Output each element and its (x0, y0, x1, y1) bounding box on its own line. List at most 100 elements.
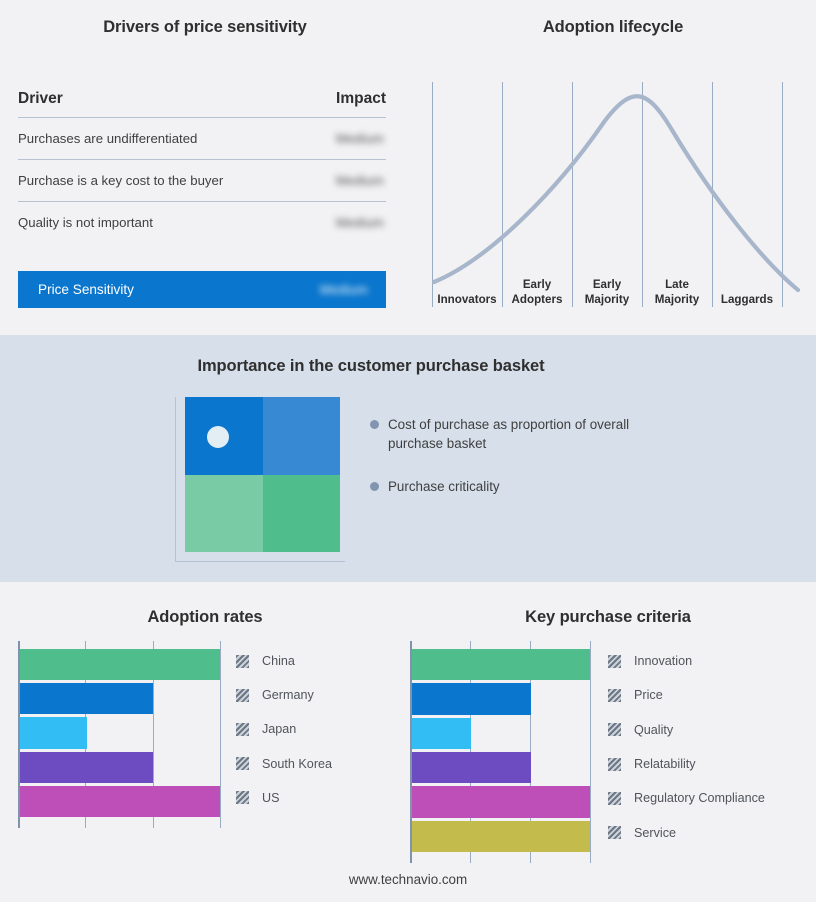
key-purchase-criteria-chart (410, 641, 592, 863)
bar-china (20, 649, 220, 681)
footer-url: www.technavio.com (348, 872, 468, 887)
legend-label: Innovation (634, 654, 693, 669)
impact-value-redacted: Medium (335, 215, 384, 230)
legend-item[interactable]: Quality (608, 713, 813, 747)
stage-line2: Innovators (437, 292, 497, 306)
drivers-table-header: Driver Impact (18, 90, 386, 118)
column-header-impact: Impact (336, 90, 386, 107)
price-sensitivity-impact-redacted: Medium (319, 282, 368, 297)
legend-label: South Korea (262, 756, 333, 771)
legend-item[interactable]: China (236, 644, 406, 678)
lifecycle-divider (432, 82, 433, 307)
key-purchase-criteria-title: Key purchase criteria (525, 608, 691, 626)
legend-swatch-hatched-icon (608, 654, 621, 668)
driver-label: Quality is not important (18, 215, 153, 230)
background-band-bottom (0, 582, 816, 902)
lifecycle-divider (642, 82, 643, 307)
legend-label: Germany (262, 688, 314, 703)
adoption-lifecycle-chart: Innovators Early Adopters Early Majority… (432, 82, 803, 307)
matrix-cell-bottom-left (185, 474, 263, 552)
legend-swatch-hatched-icon (236, 757, 249, 771)
chart-y-axis (18, 641, 20, 828)
legend-swatch-hatched-icon (608, 723, 621, 737)
bar-south-korea (20, 751, 154, 783)
position-marker-icon (207, 426, 229, 448)
legend-label: Purchase criticality (388, 479, 500, 494)
bar-price (412, 683, 531, 715)
impact-value-redacted: Medium (335, 131, 384, 146)
list-item: Purchase criticality (370, 477, 700, 496)
purchase-basket-title: Importance in the customer purchase bask… (197, 357, 545, 375)
stage-line2: Adopters (511, 292, 563, 306)
legend-item[interactable]: Service (608, 816, 813, 850)
price-sensitivity-summary-row: Price Sensitivity Medium (18, 271, 386, 308)
legend-swatch-hatched-icon (608, 826, 621, 840)
lifecycle-stage-labels: Innovators Early Adopters Early Majority… (432, 82, 803, 307)
legend-label: Service (634, 825, 676, 840)
stage-line2: Laggards (720, 292, 774, 306)
bell-curve-icon (432, 94, 801, 293)
legend-item[interactable]: Price (608, 678, 813, 712)
bar-relatability (412, 752, 531, 784)
adoption-rates-title: Adoption rates (147, 608, 263, 626)
column-header-driver: Driver (18, 90, 63, 107)
background-band-middle (0, 335, 816, 582)
bar-japan (20, 717, 87, 749)
legend-label: Regulatory Compliance (634, 791, 765, 806)
lifecycle-divider (502, 82, 503, 307)
chart-gridline (152, 641, 154, 828)
drivers-panel-title: Drivers of price sensitivity (103, 18, 307, 36)
driver-label: Purchases are undifferentiated (18, 131, 198, 146)
legend-item[interactable]: Germany (236, 678, 406, 712)
legend-item[interactable]: Japan (236, 712, 406, 746)
chart-gridline (220, 641, 221, 828)
stage-line1: Early (522, 278, 552, 291)
matrix-cell-top-left (185, 397, 263, 475)
legend-label: China (262, 654, 295, 669)
chart-y-axis (410, 641, 412, 863)
stage-line2: Majority (584, 292, 630, 306)
legend-label: Relatability (634, 757, 696, 772)
bar-germany (20, 683, 154, 715)
adoption-lifecycle-panel: Adoption lifecycle Innovators Early Adop… (410, 0, 816, 335)
bar-quality (412, 717, 472, 749)
purchase-basket-panel: Importance in the customer purchase bask… (0, 335, 816, 582)
legend-item[interactable]: US (236, 781, 406, 815)
matrix-cell-top-right (262, 397, 340, 475)
legend-label: Price (634, 688, 663, 703)
bar-us (20, 785, 220, 817)
chart-gridline (590, 641, 591, 863)
legend-item[interactable]: Relatability (608, 747, 813, 781)
bar-innovation (412, 649, 590, 681)
price-sensitivity-label: Price Sensitivity (38, 282, 134, 297)
legend-item[interactable]: Innovation (608, 644, 813, 678)
table-row: Purchases are undifferentiated Medium (18, 118, 386, 160)
key-purchase-criteria-panel: Key purchase criteria Innovation Price Qua… (400, 582, 816, 902)
stage-line1: Early (592, 278, 622, 291)
table-row: Purchase is a key cost to the buyer Medi… (18, 160, 386, 202)
legend-label: US (262, 790, 280, 805)
legend-item[interactable]: Regulatory Compliance (608, 781, 813, 815)
legend-label: Quality (634, 722, 674, 737)
legend-item[interactable]: South Korea (236, 747, 406, 781)
legend-swatch-hatched-icon (236, 654, 249, 668)
legend-swatch-hatched-icon (608, 791, 621, 805)
lifecycle-divider (782, 82, 783, 307)
driver-label: Purchase is a key cost to the buyer (18, 173, 224, 188)
adoption-rates-panel: Adoption rates China Germany Japan South Ko… (0, 582, 410, 902)
legend-swatch-hatched-icon (236, 722, 249, 736)
adoption-rates-legend: China Germany Japan South Korea US (236, 644, 406, 815)
bullet-dot-icon (370, 482, 379, 491)
bar-regulatory-compliance (412, 786, 590, 818)
lifecycle-divider (572, 82, 573, 307)
purchase-basket-legend: Cost of purchase as proportion of overal… (370, 415, 700, 520)
legend-label: Japan (262, 722, 297, 737)
legend-label: Cost of purchase as proportion of overal… (388, 417, 630, 451)
list-item: Cost of purchase as proportion of overal… (370, 415, 700, 453)
legend-swatch-hatched-icon (608, 757, 621, 771)
impact-value-redacted: Medium (335, 173, 384, 188)
matrix-grid (185, 397, 340, 552)
drivers-panel: Drivers of price sensitivity Driver Impa… (0, 0, 410, 335)
legend-swatch-hatched-icon (608, 688, 621, 702)
matrix-cell-bottom-right (262, 474, 340, 552)
